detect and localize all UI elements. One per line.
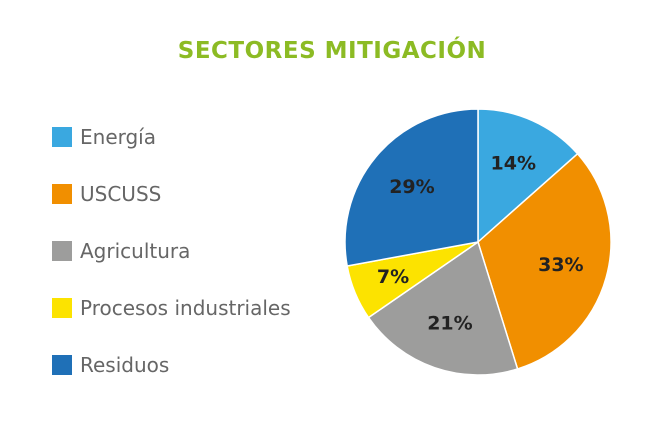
legend-item-procesos-industriales: Procesos industriales bbox=[52, 279, 291, 336]
chart-title: SECTORES MITIGACIÓN bbox=[177, 38, 487, 64]
legend: Energía USCUSS Agricultura Procesos indu… bbox=[52, 108, 291, 393]
legend-swatch-procesos-industriales bbox=[52, 297, 72, 318]
slice-label-uscuss: 33% bbox=[538, 254, 583, 276]
legend-item-energia: Energía bbox=[52, 108, 291, 165]
legend-label-agricultura: Agricultura bbox=[80, 238, 191, 263]
slice-label-procesos-industriales: 7% bbox=[377, 266, 409, 288]
slice-label-agricultura: 21% bbox=[427, 312, 472, 334]
legend-swatch-residuos bbox=[52, 354, 72, 375]
legend-swatch-uscuss bbox=[52, 183, 72, 204]
legend-label-procesos-industriales: Procesos industriales bbox=[80, 295, 291, 320]
legend-label-residuos: Residuos bbox=[80, 352, 170, 377]
legend-item-residuos: Residuos bbox=[52, 336, 291, 393]
pie-slice-agricultura bbox=[367, 241, 519, 376]
legend-swatch-energia bbox=[52, 126, 72, 147]
pie-slice-uscuss bbox=[477, 153, 612, 370]
slice-label-residuos: 29% bbox=[389, 176, 434, 198]
legend-swatch-agricultura bbox=[52, 240, 72, 261]
legend-label-uscuss: USCUSS bbox=[80, 181, 162, 206]
slice-label-energia: 14% bbox=[491, 153, 536, 175]
legend-item-agricultura: Agricultura bbox=[52, 222, 291, 279]
legend-label-energia: Energía bbox=[80, 124, 156, 149]
legend-item-uscuss: USCUSS bbox=[52, 165, 291, 222]
pie-slice-residuos bbox=[344, 108, 479, 267]
pie-slice-energia bbox=[477, 108, 579, 243]
slice-labels: 14% 33% 21% 7% 29% bbox=[377, 153, 584, 335]
